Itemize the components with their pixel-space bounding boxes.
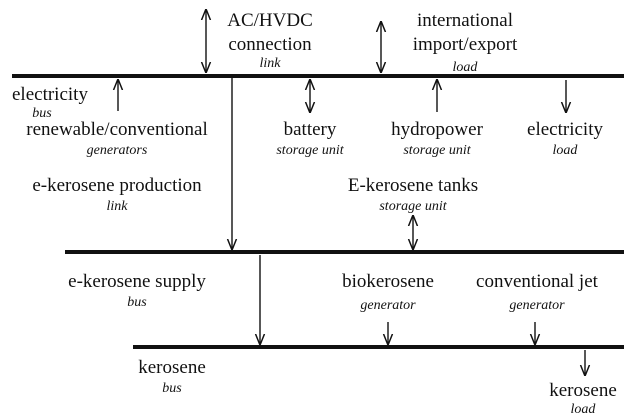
node-label: battery	[284, 119, 337, 140]
node-kind: bus	[162, 381, 182, 396]
node-kind: storage unit	[379, 199, 447, 214]
node-label: electricity	[527, 119, 603, 140]
node-label: renewable/conventional	[26, 119, 207, 140]
node-label: hydropower	[391, 119, 483, 140]
node-label: E-kerosene tanks	[348, 175, 478, 196]
node-label: international	[417, 10, 513, 31]
node-kind: load	[571, 402, 597, 417]
node-label: conventional jet	[476, 271, 599, 292]
node-label: e-kerosene supply	[68, 271, 206, 292]
node-label: AC/HVDC	[227, 10, 313, 31]
node-label: import/export	[413, 34, 518, 55]
node-label: electricity	[12, 84, 88, 105]
node-label: biokerosene	[342, 271, 434, 292]
node-kind: link	[260, 56, 282, 71]
node-kind: bus	[32, 106, 52, 121]
arrows	[118, 10, 585, 375]
node-kind: generator	[360, 298, 416, 313]
node-kind: load	[453, 60, 479, 75]
node-kind: storage unit	[403, 143, 471, 158]
node-kind: generator	[509, 298, 565, 313]
node-kind: storage unit	[276, 143, 344, 158]
node-label: e-kerosene production	[32, 175, 202, 196]
node-label: kerosene	[549, 380, 617, 401]
node-kind: link	[107, 199, 129, 214]
node-label: kerosene	[138, 357, 206, 378]
node-kind: generators	[87, 143, 148, 158]
node-kind: load	[553, 143, 579, 158]
node-label: connection	[228, 34, 312, 55]
node-kind: bus	[127, 295, 147, 310]
